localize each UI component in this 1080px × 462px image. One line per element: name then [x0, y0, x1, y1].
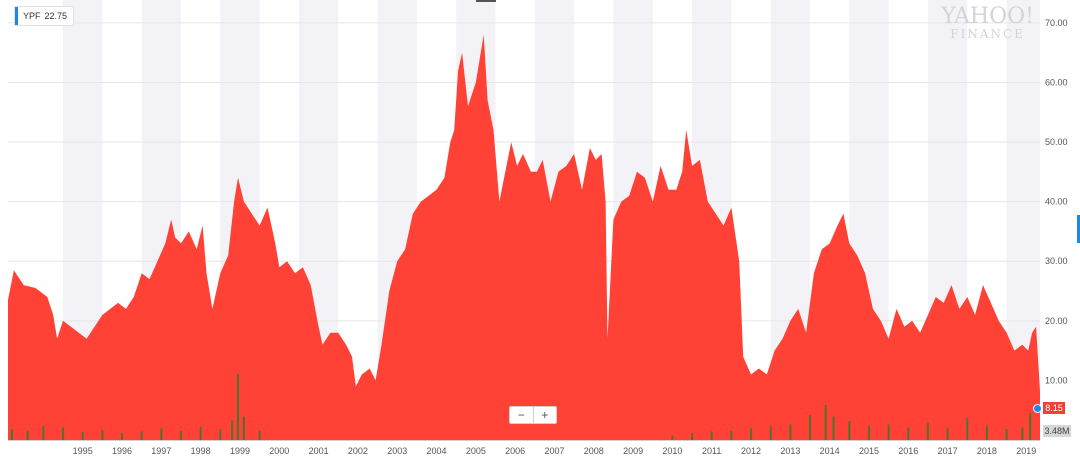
volume-bar — [907, 427, 910, 440]
volume-bar — [966, 418, 969, 440]
y-tick-label: 40.00 — [1045, 197, 1068, 207]
x-tick-label: 1997 — [151, 446, 171, 456]
x-tick-label: 2006 — [505, 446, 525, 456]
volume-bar — [26, 430, 29, 440]
volume-bar — [789, 424, 792, 440]
volume-bar — [985, 426, 988, 440]
x-tick-label: 2019 — [1016, 446, 1036, 456]
y-axis-ticks: 10.00 20.00 30.00 40.00 50.00 60.00 70.00 — [1045, 18, 1068, 386]
volume-bar — [10, 429, 13, 440]
volume-bar — [62, 427, 65, 440]
y-tick-label: 20.00 — [1045, 316, 1068, 326]
zoom-control: − + — [509, 406, 557, 424]
volume-bar — [946, 428, 949, 440]
volume-bar — [219, 429, 222, 440]
volume-bar — [199, 426, 202, 440]
volume-bar — [140, 431, 143, 440]
legend-color-swatch — [15, 7, 18, 25]
volume-bar — [691, 433, 694, 440]
volume-bar — [710, 431, 713, 440]
volume-bar — [867, 426, 870, 440]
volume-bar — [242, 416, 245, 440]
volume-bar — [236, 373, 239, 440]
x-tick-label: 1999 — [230, 446, 250, 456]
x-tick-label: 2012 — [741, 446, 761, 456]
volume-bar — [179, 430, 182, 440]
symbol-legend[interactable]: YPF 22.75 — [14, 6, 75, 26]
x-tick-label: 1996 — [112, 446, 132, 456]
x-tick-label: 2001 — [309, 446, 329, 456]
zoom-in-button[interactable]: + — [532, 407, 557, 423]
volume-bar — [258, 430, 261, 440]
volume-bar — [809, 415, 812, 440]
logo-line1: YAHOO! — [941, 4, 1034, 29]
x-tick-label: 2010 — [662, 446, 682, 456]
volume-bar — [887, 424, 890, 440]
volume-bars — [10, 373, 1032, 440]
y-tick-label: 60.00 — [1045, 77, 1068, 87]
x-tick-label: 2002 — [348, 446, 368, 456]
yahoo-finance-logo: YAHOO! FINANCE — [941, 4, 1034, 41]
x-tick-label: 2014 — [820, 446, 840, 456]
logo-line2: FINANCE — [950, 27, 1025, 41]
volume-bar — [1029, 412, 1032, 440]
y-tick-label: 70.00 — [1045, 18, 1068, 28]
legend-price: 22.75 — [44, 11, 68, 21]
x-tick-label: 2017 — [938, 446, 958, 456]
x-tick-label: 2000 — [269, 446, 289, 456]
x-tick-label: 2005 — [466, 446, 486, 456]
y-tick-label: 10.00 — [1045, 375, 1068, 385]
last-price-label: 8.15 — [1043, 402, 1065, 414]
volume-bar — [926, 422, 929, 440]
x-tick-label: 2018 — [977, 446, 997, 456]
x-tick-label: 2004 — [427, 446, 447, 456]
y-tick-label: 50.00 — [1045, 137, 1068, 147]
last-volume-label: 3.48M — [1043, 425, 1071, 437]
zoom-out-button[interactable]: − — [517, 408, 525, 422]
volume-bar — [671, 435, 674, 440]
last-price-dot — [1033, 404, 1042, 413]
x-tick-label: 1995 — [73, 446, 93, 456]
y-tick-label: 30.00 — [1045, 256, 1068, 266]
side-panel-handle[interactable] — [1077, 215, 1080, 243]
volume-bar — [231, 420, 234, 440]
volume-bar — [730, 430, 733, 440]
legend-symbol: YPF — [23, 11, 41, 21]
x-tick-label: 2011 — [702, 446, 721, 456]
volume-bar — [81, 432, 84, 440]
x-tick-label: 2016 — [898, 446, 918, 456]
x-tick-label: 2009 — [623, 446, 643, 456]
volume-bar — [848, 421, 851, 440]
x-tick-label: 2015 — [859, 446, 879, 456]
volume-bar — [832, 416, 835, 440]
x-tick-label: 2007 — [544, 446, 564, 456]
top-marker — [476, 0, 496, 2]
volume-bar — [1021, 427, 1024, 440]
x-tick-label: 2008 — [584, 446, 604, 456]
x-tick-label: 2003 — [387, 446, 407, 456]
x-axis-ticks: 1995 1996 1997 1998 1999 2000 2001 2002 2003 2004… — [73, 446, 1037, 456]
x-tick-label: 2013 — [780, 446, 800, 456]
volume-bar — [42, 426, 45, 440]
volume-bar — [769, 426, 772, 440]
volume-bar — [101, 429, 104, 440]
volume-bar — [121, 433, 124, 440]
volume-bar — [750, 428, 753, 440]
price-area-series — [8, 34, 1040, 441]
x-tick-label: 1998 — [191, 446, 211, 456]
volume-bar — [824, 405, 827, 440]
volume-bar — [160, 428, 163, 440]
volume-bar — [1005, 429, 1008, 440]
